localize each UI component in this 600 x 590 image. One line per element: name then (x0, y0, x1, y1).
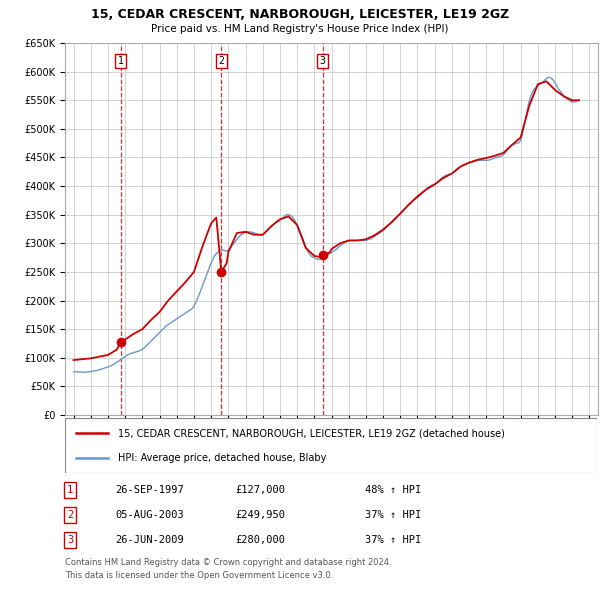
Text: Contains HM Land Registry data © Crown copyright and database right 2024.: Contains HM Land Registry data © Crown c… (65, 558, 392, 567)
Text: Price paid vs. HM Land Registry's House Price Index (HPI): Price paid vs. HM Land Registry's House … (151, 24, 449, 34)
Text: This data is licensed under the Open Government Licence v3.0.: This data is licensed under the Open Gov… (65, 571, 334, 580)
Text: 3: 3 (67, 535, 73, 545)
Text: 1: 1 (118, 56, 124, 66)
Text: 48% ↑ HPI: 48% ↑ HPI (365, 485, 421, 495)
Text: £127,000: £127,000 (235, 485, 285, 495)
Text: 15, CEDAR CRESCENT, NARBOROUGH, LEICESTER, LE19 2GZ (detached house): 15, CEDAR CRESCENT, NARBOROUGH, LEICESTE… (118, 428, 505, 438)
Text: 2: 2 (67, 510, 73, 520)
Text: 2: 2 (218, 56, 224, 66)
Text: 37% ↑ HPI: 37% ↑ HPI (365, 535, 421, 545)
Text: 26-JUN-2009: 26-JUN-2009 (115, 535, 184, 545)
Text: 3: 3 (320, 56, 326, 66)
Text: £280,000: £280,000 (235, 535, 285, 545)
Text: 05-AUG-2003: 05-AUG-2003 (115, 510, 184, 520)
Text: 26-SEP-1997: 26-SEP-1997 (115, 485, 184, 495)
Text: HPI: Average price, detached house, Blaby: HPI: Average price, detached house, Blab… (118, 453, 326, 463)
Text: 37% ↑ HPI: 37% ↑ HPI (365, 510, 421, 520)
Text: 15, CEDAR CRESCENT, NARBOROUGH, LEICESTER, LE19 2GZ: 15, CEDAR CRESCENT, NARBOROUGH, LEICESTE… (91, 8, 509, 21)
Text: 1: 1 (67, 485, 73, 495)
Text: £249,950: £249,950 (235, 510, 285, 520)
